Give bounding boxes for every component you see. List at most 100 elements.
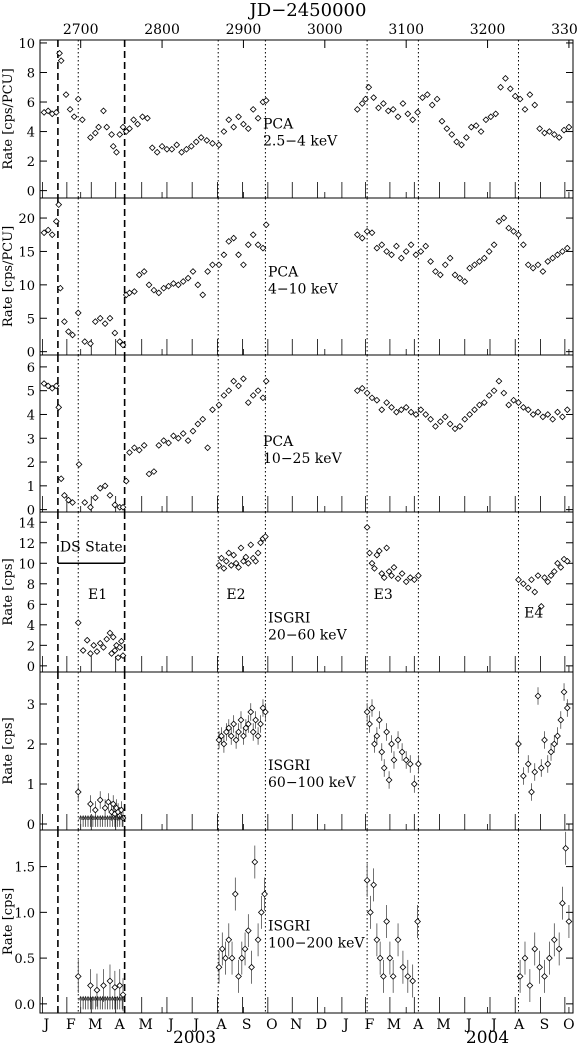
y-tick-label: 20 — [18, 212, 35, 227]
data-point — [390, 756, 398, 764]
y-tick-label: 10 — [18, 279, 35, 294]
data-point — [487, 113, 495, 121]
data-point — [163, 145, 171, 153]
data-point — [254, 387, 262, 395]
data-point — [368, 559, 376, 567]
data-point — [563, 244, 571, 252]
data-point — [230, 720, 238, 728]
y-tick-label: 1 — [27, 480, 35, 495]
data-point — [95, 123, 102, 131]
data-point — [240, 732, 247, 740]
data-point — [557, 564, 565, 571]
data-point — [549, 254, 557, 262]
data-point — [497, 83, 504, 91]
data-point — [490, 241, 498, 249]
panels: 27002800290030003100320033000246810Rate … — [1, 22, 578, 1014]
data-point — [135, 271, 143, 279]
y-axis-label: Rate [cps] — [1, 558, 16, 625]
data-point — [510, 396, 517, 404]
data-point — [397, 406, 405, 414]
data-point — [244, 241, 252, 249]
data-point — [230, 234, 238, 242]
band-label: 100−200 keV — [268, 936, 365, 952]
data-point — [376, 954, 384, 962]
data-point — [61, 491, 68, 499]
data-point — [109, 142, 117, 150]
data-point — [131, 288, 138, 295]
data-point — [174, 434, 182, 442]
data-point — [544, 760, 552, 768]
data-point — [126, 289, 133, 297]
data-point — [428, 101, 436, 109]
data-point — [126, 449, 133, 456]
data-point — [378, 748, 386, 756]
data-point — [252, 716, 260, 724]
data-point — [409, 977, 417, 985]
data-point — [148, 144, 156, 152]
data-point — [262, 708, 269, 716]
data-point — [215, 963, 223, 971]
data-point — [248, 963, 255, 971]
data-point — [230, 123, 238, 131]
data-point — [528, 576, 535, 584]
band-label: 60−100 keV — [268, 775, 356, 791]
data-point — [118, 637, 125, 645]
data-point — [375, 547, 383, 555]
data-point — [74, 788, 82, 796]
data-point — [155, 442, 163, 449]
data-point — [531, 588, 539, 596]
data-point — [559, 413, 566, 421]
data-point — [368, 704, 376, 712]
data-point — [536, 125, 544, 132]
data-point — [259, 394, 267, 402]
data-point — [495, 218, 503, 225]
data-point — [70, 113, 78, 121]
data-point — [204, 268, 211, 275]
data-point — [461, 415, 469, 423]
data-point — [563, 406, 571, 414]
data-point — [74, 309, 82, 317]
data-point — [412, 251, 420, 259]
data-point — [179, 430, 187, 437]
month-label: A — [114, 1017, 126, 1033]
data-point — [220, 565, 228, 572]
data-point — [448, 131, 456, 138]
data-point — [106, 491, 114, 499]
data-point — [69, 331, 76, 339]
epoch-label: E3 — [374, 587, 393, 603]
data-point — [87, 800, 94, 808]
data-point — [562, 844, 570, 852]
data-point — [230, 551, 238, 559]
data-point — [220, 128, 228, 135]
data-point — [505, 401, 513, 409]
data-point — [111, 984, 119, 991]
y-tick-label: 2 — [27, 639, 35, 654]
data-point — [83, 636, 91, 644]
instrument-label: ISGRI — [268, 610, 310, 626]
data-point — [438, 117, 446, 125]
data-point — [111, 647, 119, 654]
panel-frame — [39, 829, 574, 1014]
data-point — [373, 551, 381, 559]
data-point — [87, 982, 94, 989]
data-point — [358, 384, 366, 392]
epoch-label: E2 — [226, 587, 245, 603]
data-point — [406, 574, 414, 582]
year-label: 2004 — [466, 1028, 509, 1045]
data-point — [155, 289, 163, 297]
data-point — [235, 113, 242, 121]
data-point — [529, 411, 537, 418]
data-point — [476, 401, 483, 409]
data-point — [463, 134, 470, 141]
month-label: J — [191, 1017, 199, 1033]
y-tick-label: 1 — [27, 778, 35, 793]
data-point — [109, 633, 117, 641]
y-tick-label: 2 — [27, 738, 35, 753]
data-point — [240, 261, 247, 269]
data-point — [140, 442, 148, 449]
y-tick-label: 2 — [27, 456, 35, 471]
data-point — [443, 125, 451, 132]
data-point — [537, 764, 545, 772]
